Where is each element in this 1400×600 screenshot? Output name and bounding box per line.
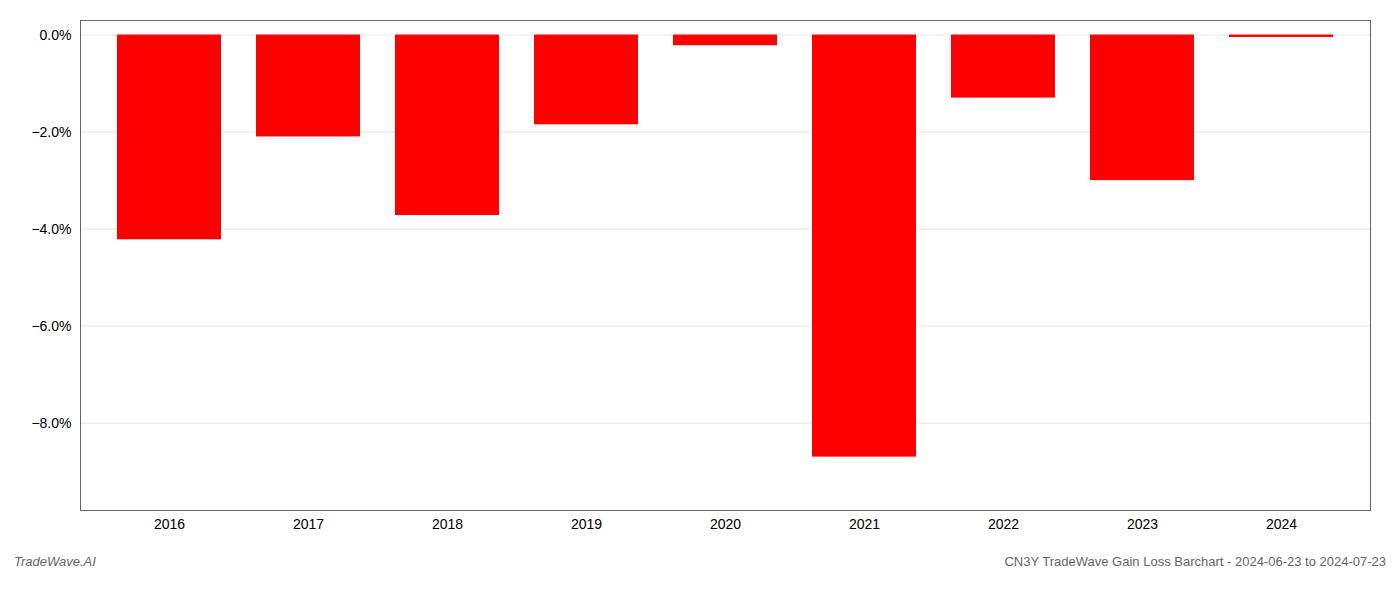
- svg-text:2018: 2018: [432, 516, 463, 532]
- svg-text:2017: 2017: [293, 516, 324, 532]
- svg-text:2024: 2024: [1266, 516, 1297, 532]
- html-text:CN3Y TradeWave Gain Loss Barch: CN3Y TradeWave Gain Loss Barchart - 2024…: [1004, 554, 1386, 569]
- svg-text:−8.0%: −8.0%: [31, 415, 71, 431]
- svg-text:2022: 2022: [988, 516, 1019, 532]
- svg-text:−2.0%: −2.0%: [31, 124, 71, 140]
- svg-text:2020: 2020: [710, 516, 741, 532]
- svg-text:2019: 2019: [571, 516, 602, 532]
- svg-text:0.0%: 0.0%: [40, 27, 72, 43]
- html-text:TradeWave.AI: TradeWave.AI: [14, 554, 96, 569]
- svg-text:2023: 2023: [1127, 516, 1158, 532]
- svg-text:−6.0%: −6.0%: [31, 318, 71, 334]
- svg-text:2021: 2021: [849, 516, 880, 532]
- svg-text:2016: 2016: [154, 516, 185, 532]
- svg-text:−4.0%: −4.0%: [31, 221, 71, 237]
